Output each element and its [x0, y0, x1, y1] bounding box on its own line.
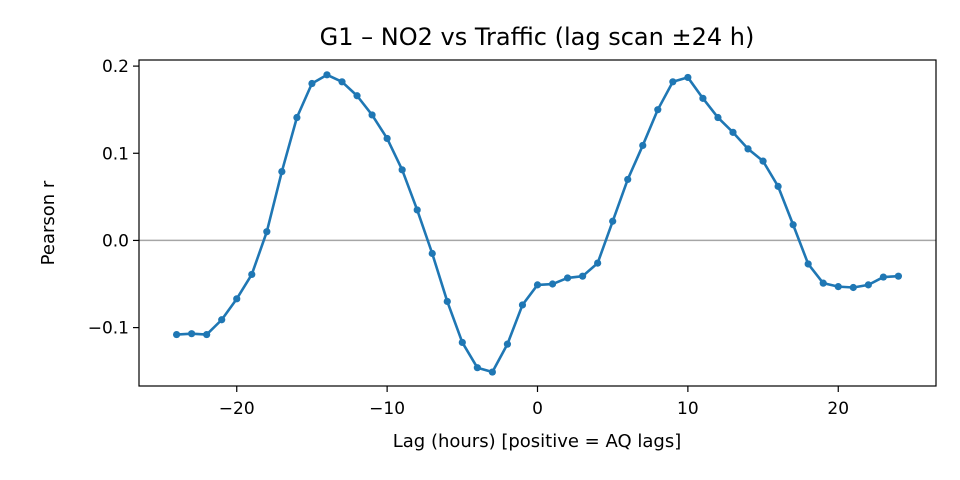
data-point [188, 330, 196, 338]
data-point [669, 78, 677, 86]
series-layer [172, 71, 903, 376]
y-tick-label: 0.1 [102, 144, 129, 164]
data-point [789, 221, 797, 229]
data-point [503, 340, 512, 348]
data-point [714, 113, 722, 122]
data-point [428, 249, 436, 258]
x-tick-label: 10 [677, 399, 699, 419]
data-point [834, 283, 842, 291]
x-tick-label: −20 [219, 399, 255, 419]
data-point [744, 145, 752, 153]
x-tick-label: 20 [827, 399, 849, 419]
data-point [278, 167, 286, 176]
data-point [248, 270, 256, 279]
data-point [443, 297, 451, 306]
data-point [263, 228, 271, 236]
data-point [533, 281, 542, 289]
y-tick-label: 0.2 [102, 57, 129, 77]
data-point [894, 272, 903, 280]
data-point [759, 157, 767, 165]
y-tick-label: −0.1 [88, 319, 129, 339]
chart-title: G1 – NO2 vs Traffic (lag scan ±24 h) [320, 23, 755, 51]
data-point [203, 330, 211, 339]
data-point [398, 166, 406, 174]
y-axis-label: Pearson r [38, 180, 59, 265]
data-point [218, 316, 226, 324]
data-point [699, 94, 707, 102]
data-point [774, 182, 782, 190]
data-point [338, 78, 346, 86]
data-point [353, 92, 361, 100]
data-point [473, 364, 481, 372]
data-point [368, 111, 376, 119]
data-point [323, 71, 331, 79]
x-axis: −20 −10 0 10 20 [219, 386, 849, 419]
data-point [879, 273, 887, 281]
data-point [684, 73, 692, 82]
data-point [548, 280, 557, 288]
data-point [518, 301, 527, 309]
data-point [563, 274, 572, 282]
x-tick-label: 0 [532, 399, 543, 419]
data-point [293, 113, 301, 122]
y-tick-label: 0.0 [102, 231, 129, 251]
data-point [654, 106, 662, 114]
data-point [458, 338, 466, 347]
data-point [308, 79, 316, 88]
data-point [594, 259, 602, 267]
y-axis: −0.1 0.0 0.1 0.2 [88, 57, 139, 339]
x-axis-label: Lag (hours) [positive = AQ lags] [393, 431, 681, 452]
data-point [639, 141, 647, 150]
data-point [172, 330, 181, 339]
x-tick-label: −10 [369, 399, 405, 419]
data-point [729, 128, 737, 136]
data-point [413, 206, 421, 214]
data-point [849, 283, 857, 292]
data-point [609, 217, 617, 225]
data-point [864, 281, 872, 289]
data-point [579, 272, 587, 280]
plot-frame [138, 59, 937, 387]
data-point [804, 260, 812, 268]
data-point [383, 134, 391, 143]
data-point [488, 368, 496, 376]
data-point [233, 295, 241, 303]
data-point [819, 279, 827, 287]
data-point [624, 175, 632, 184]
